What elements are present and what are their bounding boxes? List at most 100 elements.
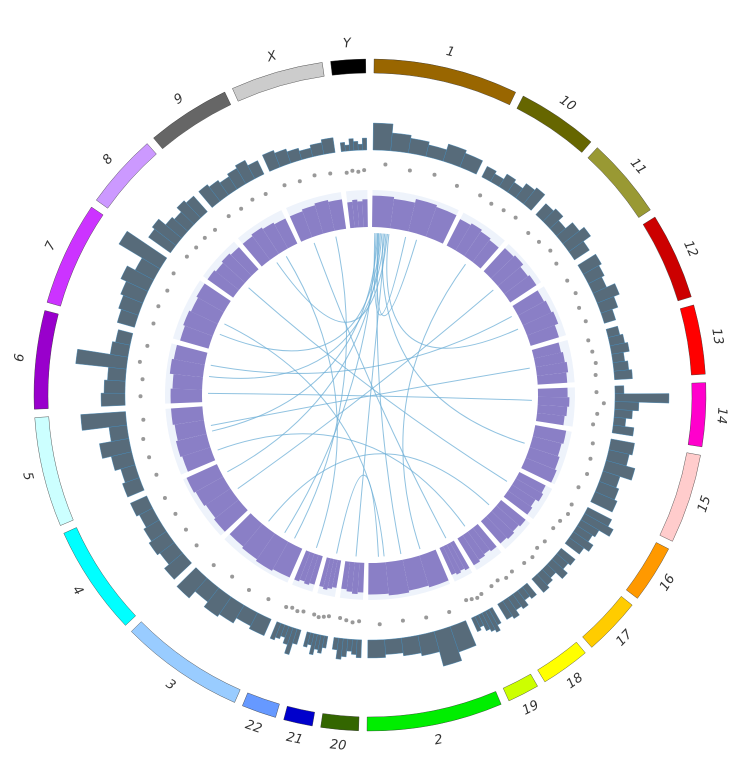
histogram-bar — [298, 147, 314, 160]
link — [381, 233, 525, 444]
density-bar — [169, 358, 205, 378]
density-bar — [274, 218, 298, 249]
density-bar — [207, 270, 239, 298]
scatter-point — [165, 288, 170, 293]
scatter-point — [211, 563, 216, 568]
density-bar — [486, 511, 515, 539]
density-bar — [303, 553, 319, 585]
chromosome-label: 10 — [556, 93, 578, 115]
link — [376, 233, 418, 317]
ideogram-band — [587, 147, 651, 218]
density-bar — [299, 552, 315, 582]
density-bar — [472, 523, 497, 552]
chromosome-label: 7 — [42, 239, 59, 253]
histogram-bar — [611, 424, 635, 437]
density-bar — [352, 199, 360, 228]
scatter-point — [558, 518, 563, 523]
scatter-point — [357, 619, 362, 624]
density-bar — [272, 541, 303, 578]
chromosome-label: 22 — [243, 717, 264, 737]
chromosome-label: 11 — [627, 156, 649, 178]
link — [237, 289, 494, 490]
density-bar — [289, 211, 313, 242]
density-bar — [503, 490, 533, 515]
scatter-point — [246, 587, 251, 592]
density-bar — [525, 447, 560, 470]
scatter-point — [432, 172, 437, 177]
scatter-point — [344, 170, 349, 175]
link — [402, 263, 466, 550]
density-bar — [186, 464, 224, 493]
histogram-bar — [611, 352, 625, 364]
density-bar — [229, 513, 263, 547]
scatter-point — [590, 349, 595, 354]
histogram-bar — [103, 379, 126, 394]
scatter-point — [290, 605, 295, 610]
scatter-point — [577, 305, 582, 310]
density-bar — [508, 484, 536, 507]
density-bar — [537, 404, 568, 417]
chromosome-label: 19 — [520, 698, 542, 719]
density-bar — [467, 527, 490, 555]
scatter-point — [530, 555, 535, 560]
density-bar — [536, 372, 568, 385]
scatter-point — [383, 162, 388, 167]
ideogram-band — [626, 542, 669, 599]
link — [209, 233, 386, 379]
link — [210, 367, 530, 427]
chromosome-label: 12 — [680, 238, 701, 259]
chromosome-label: 2 — [433, 732, 444, 748]
density-bar — [195, 476, 231, 506]
density-bar — [535, 412, 565, 426]
scatter-point — [591, 422, 596, 427]
density-bar — [483, 248, 514, 279]
histogram-bar — [613, 369, 633, 381]
link — [276, 233, 388, 323]
density-bar — [419, 549, 449, 588]
histogram-bar — [320, 137, 336, 155]
scatter-point — [312, 173, 317, 178]
ideogram-band — [33, 310, 59, 410]
ideogram-band — [34, 416, 74, 526]
scatter-point — [585, 472, 590, 477]
scatter-point — [162, 496, 167, 501]
ideogram-band — [537, 641, 586, 683]
scatter-point — [522, 560, 527, 565]
link — [211, 233, 379, 432]
ideogram-band — [679, 304, 706, 376]
density-bar — [214, 499, 248, 532]
chromosome-label: 15 — [695, 494, 714, 514]
histogram-bar — [344, 144, 350, 152]
density-bar — [385, 559, 410, 596]
chromosome-label: 8 — [100, 152, 117, 168]
histogram-bar — [367, 639, 386, 659]
histogram-bar — [564, 537, 585, 555]
density-bar — [221, 253, 252, 283]
density-bar — [537, 387, 568, 398]
scatter-point — [489, 201, 494, 206]
scatter-point — [586, 338, 591, 343]
scatter-point — [183, 527, 188, 532]
density-bar — [172, 374, 203, 390]
ideogram-band — [642, 216, 692, 302]
scatter-point — [344, 618, 349, 623]
density-bar — [171, 406, 204, 425]
ideogram-band — [283, 705, 315, 727]
scatter-point — [573, 291, 578, 296]
histogram-bar — [309, 142, 325, 158]
density-bar — [480, 516, 507, 544]
density-bar — [190, 297, 224, 324]
chromosome-label: 3 — [163, 677, 178, 694]
histogram-bar — [130, 495, 153, 517]
ideogram-band — [232, 62, 325, 102]
scatter-point — [593, 373, 598, 378]
scatter-point — [594, 390, 599, 395]
density-bar — [518, 300, 552, 326]
density-bar — [328, 199, 347, 231]
density-bar — [504, 275, 537, 303]
scatter-point — [316, 615, 321, 620]
histogram-bar — [497, 600, 513, 620]
chromosome-label: 16 — [657, 572, 679, 594]
scatter-point — [565, 278, 570, 283]
